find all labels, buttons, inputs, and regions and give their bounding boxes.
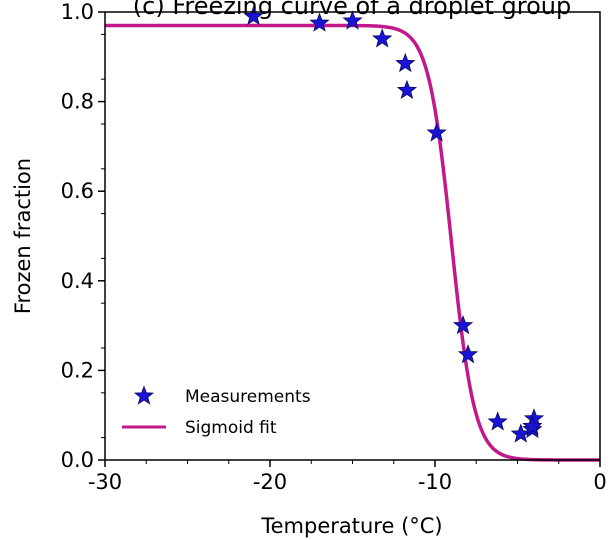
- measurement-point-10: [487, 411, 508, 431]
- sigmoid-fit-line: [105, 23, 600, 462]
- measurement-point-6: [396, 79, 418, 100]
- legend-measurements-marker: [133, 385, 155, 405]
- x-tick-label: 0: [593, 470, 606, 494]
- measurement-point-14: [522, 415, 543, 436]
- measurement-points-layer: [243, 5, 545, 443]
- y-tick-label: 0.2: [61, 358, 94, 382]
- y-tick-label: 0.6: [61, 179, 94, 203]
- x-tick-label: -10: [418, 470, 452, 494]
- x-tick-label: -20: [253, 470, 287, 494]
- y-axis-label: Frozen fraction: [11, 158, 35, 314]
- legend-sigmoid-label: Sigmoid fit: [185, 418, 277, 438]
- x-tick-label: -30: [88, 470, 122, 494]
- measurement-point-4: [372, 28, 393, 48]
- y-tick-label: 0.4: [61, 269, 94, 293]
- legend-measurements-label: Measurements: [185, 387, 311, 407]
- fit-curve-layer: [105, 23, 600, 462]
- measurement-point-8: [452, 314, 474, 335]
- plot-frame: [104, 11, 601, 461]
- measurement-point-9: [457, 344, 479, 364]
- legend: Measurements Sigmoid fit: [122, 385, 311, 438]
- measurement-point-3: [342, 10, 363, 30]
- measurement-point-2: [309, 12, 330, 32]
- legend-star-icon: [133, 385, 155, 405]
- measurement-point-5: [395, 52, 416, 73]
- x-axis-label: Temperature (°C): [260, 514, 442, 538]
- y-tick-label: 1.0: [61, 0, 94, 24]
- y-tick-label: 0.0: [61, 448, 94, 472]
- measurement-point-7: [426, 122, 447, 142]
- x-axis-ticks: -30 -20 -10 0: [88, 460, 607, 494]
- chart-title: (c) Freezing curve of a droplet group: [133, 0, 571, 20]
- y-axis-ticks: 0.0 0.2 0.4 0.6 0.8 1.0: [61, 0, 105, 472]
- y-tick-label: 0.8: [61, 90, 94, 114]
- measurement-point-1: [243, 5, 264, 26]
